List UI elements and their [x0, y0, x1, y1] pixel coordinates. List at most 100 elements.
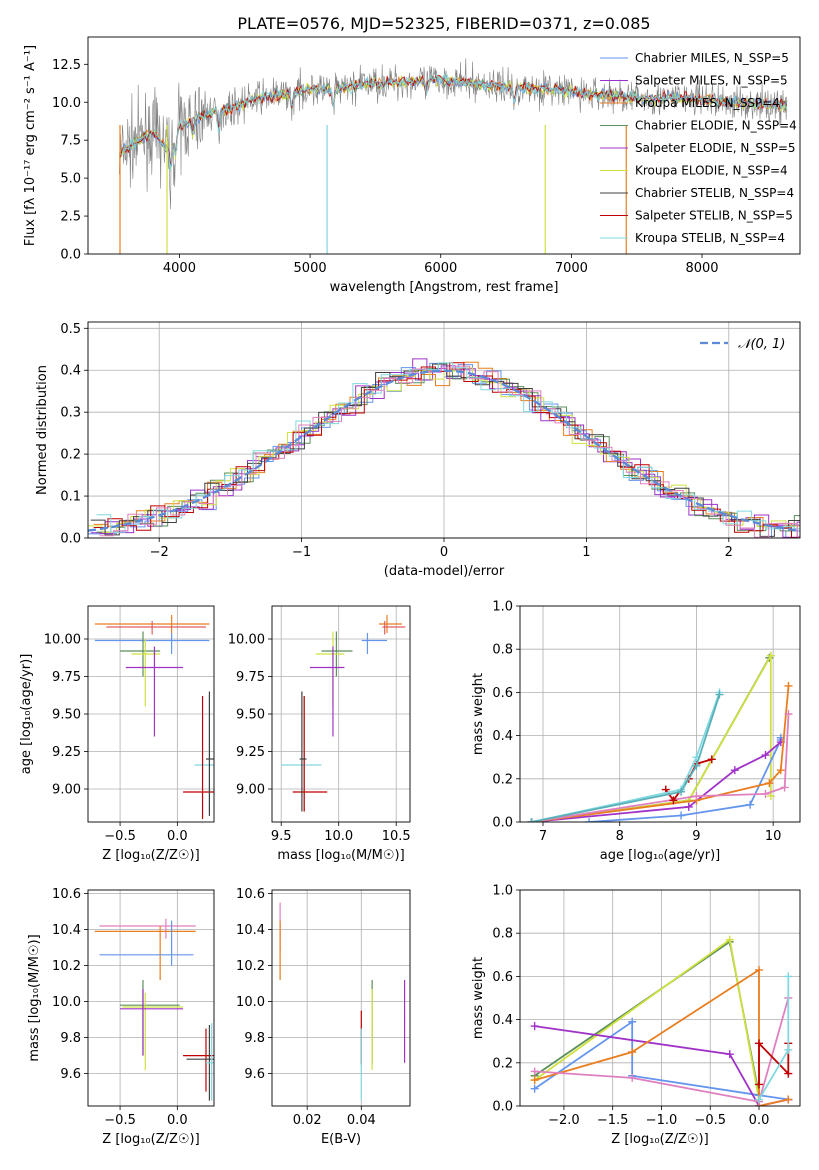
axes-frame	[87, 889, 215, 1107]
y-tick-label: 9.00	[52, 783, 81, 798]
x-axis-label: Z [log₁₀(Z/Z☉)]	[102, 848, 199, 863]
weight-point	[530, 1067, 539, 1076]
spectrum-model-line	[119, 72, 788, 171]
legend-label: Salpeter ELODIE, N_SSP=5	[635, 141, 796, 155]
plot-area	[279, 902, 406, 1101]
x-axis-label: Z [log₁₀(Z/Z☉)]	[102, 1132, 199, 1147]
y-tick-label: 9.25	[52, 745, 81, 760]
y-axis-label: mass weight	[471, 673, 486, 755]
y-axis-label: Normed distribution	[35, 365, 50, 495]
figure-title: PLATE=0576, MJD=52325, FIBERID=0371, z=0…	[237, 14, 650, 33]
y-tick-label: 0.5	[60, 322, 81, 337]
y-tick-label: 0.0	[492, 1100, 513, 1115]
legend-label: Kroupa MILES, N_SSP=4	[635, 96, 780, 110]
x-tick-label: 7000	[555, 261, 588, 276]
weight-point	[765, 779, 774, 788]
weight-series-line	[534, 997, 790, 1103]
y-tick-label: 10.6	[52, 887, 81, 902]
weight-point	[755, 1080, 764, 1089]
x-tick-label: 5000	[294, 261, 327, 276]
x-axis-label: E(B-V)	[321, 1132, 361, 1147]
x-tick-label: 0.0	[167, 829, 188, 844]
x-tick-label: 2	[725, 545, 733, 560]
x-tick-label: 1	[582, 545, 590, 560]
y-tick-label: 0.1	[60, 490, 81, 505]
weight-point	[628, 1017, 637, 1026]
y-tick-label: 1.0	[492, 884, 513, 899]
legend-label: 𝒩(0, 1)	[738, 337, 785, 352]
y-axis-label: age [log₁₀(age/yr)]	[19, 654, 34, 775]
residual-histogram	[93, 361, 800, 538]
weight-series-line	[758, 1041, 790, 1085]
legend-label: Kroupa STELIB, N_SSP=4	[635, 231, 785, 245]
x-axis-label: mass [log₁₀(M/M☉)]	[277, 848, 404, 863]
weight-point	[692, 792, 701, 801]
spectrum-data	[119, 58, 787, 210]
y-tick-label: 0.2	[492, 1056, 513, 1071]
axes-frame	[519, 889, 801, 1107]
normal-curve	[88, 369, 800, 532]
panel-age-vs-mass: 9.5 10.0 10.5 9.00 9.25 9.50 9.75 10.00 mass [lo…	[228, 605, 411, 863]
x-tick-label: 6000	[424, 261, 457, 276]
weight-point	[766, 651, 775, 660]
y-tick-label: 0.3	[60, 406, 81, 421]
panel-spectrum: 4000 5000 6000 7000 8000 0.0 2.5 5.0 7.5 10.0 12.5…	[23, 36, 801, 295]
plot-area	[94, 918, 214, 1101]
panel-age-vs-Z: −0.5 0.0 9.00 9.25 9.50 9.75 10.00 Z [log₁₀(Z/Z…	[19, 605, 215, 863]
weight-point	[628, 1073, 637, 1082]
y-tick-label: 0.6	[492, 970, 513, 985]
x-axis-label: (data-model)/error	[384, 564, 505, 579]
plot-area	[281, 615, 406, 812]
y-tick-label: 10.2	[52, 959, 81, 974]
weight-point	[761, 751, 770, 760]
y-tick-label: 2.5	[60, 210, 81, 225]
y-tick-label: 0.4	[492, 729, 513, 744]
legend-label: Kroupa ELODIE, N_SSP=4	[635, 164, 788, 178]
plot-area	[530, 935, 793, 1106]
panel-mass-vs-EBV: 0.02 0.04 9.6 9.8 10.0 10.2 10.4 10.6 E(B-V)	[236, 887, 411, 1147]
y-tick-label: 9.8	[244, 1031, 265, 1046]
x-tick-label: 0.0	[167, 1113, 188, 1128]
plot-area	[118, 58, 788, 254]
weight-series-line	[531, 694, 721, 822]
weight-point	[530, 1076, 539, 1085]
x-tick-label: 0.04	[347, 1113, 376, 1128]
y-tick-label: 0.2	[492, 772, 513, 787]
residual-histogram	[88, 367, 800, 533]
y-tick-label: 10.2	[236, 959, 265, 974]
x-axis-label: age [log₁₀(age/yr)]	[600, 848, 721, 863]
legend-label: Salpeter STELIB, N_SSP=5	[635, 209, 793, 223]
weight-point	[784, 1069, 793, 1078]
axes-frame	[519, 605, 801, 823]
axes-frame	[87, 36, 801, 255]
weight-point	[730, 766, 739, 775]
weight-point	[755, 1039, 764, 1048]
panel-weight-vs-Z: −2.0 −1.5 −1.0 −0.5 0.0 0.0 0.2 0.4 0.6 0.8 1.0 Z […	[471, 884, 801, 1147]
x-tick-label: 8	[616, 829, 624, 844]
legend-label: Salpeter MILES, N_SSP=5	[635, 74, 788, 88]
y-tick-label: 9.6	[244, 1067, 265, 1082]
weight-point	[784, 681, 793, 690]
panel-residuals: −2 −1 0 1 2 0.0 0.1 0.2 0.3 0.4 0.5 (data-model)/er…	[35, 321, 801, 579]
x-tick-label: 7	[539, 829, 547, 844]
y-tick-label: 9.75	[52, 670, 81, 685]
weight-point	[784, 710, 793, 718]
weight-series-line	[531, 741, 782, 822]
weight-point	[725, 935, 734, 944]
x-axis-label: Z [log₁₀(Z/Z☉)]	[611, 1132, 708, 1147]
x-tick-label: −2	[150, 545, 169, 560]
x-tick-label: −2.0	[548, 1113, 580, 1128]
x-tick-label: −0.5	[104, 829, 136, 844]
y-tick-label: 0.0	[60, 532, 81, 547]
x-tick-label: 0.0	[749, 1113, 770, 1128]
residual-histogram	[99, 365, 800, 538]
x-tick-label: 8000	[685, 261, 718, 276]
y-tick-label: 0.6	[492, 686, 513, 701]
y-tick-label: 9.50	[236, 708, 265, 723]
weight-series-line	[531, 692, 721, 822]
x-tick-label: −0.5	[104, 1113, 136, 1128]
weight-point	[692, 761, 701, 770]
y-tick-label: 0.0	[492, 816, 513, 831]
axes-frame	[87, 605, 215, 823]
weight-point	[784, 972, 793, 981]
